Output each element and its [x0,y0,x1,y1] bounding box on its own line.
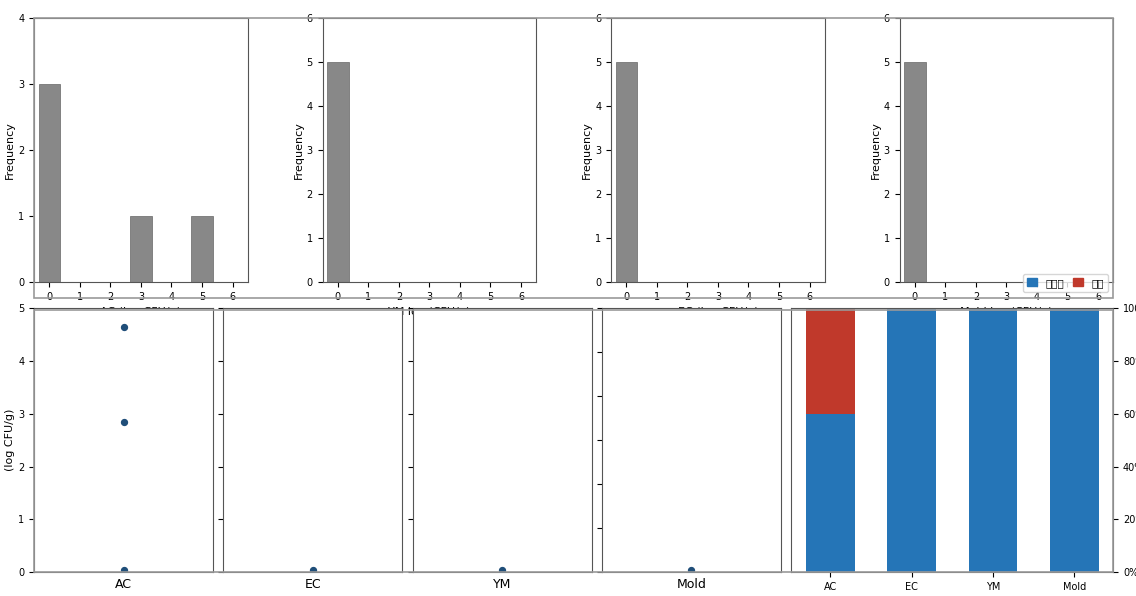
Bar [904,62,926,282]
Point [303,565,321,575]
X-axis label: AC (log CFU/g): AC (log CFU/g) [100,307,182,317]
Bar [327,62,349,282]
X-axis label: EC: EC [304,578,321,591]
Bar [131,216,151,282]
Bar [805,308,854,414]
X-axis label: Mold: Mold [676,578,707,591]
Bar [39,84,60,282]
X-axis label: YM: YM [493,578,511,591]
Y-axis label: Frequency: Frequency [6,121,15,179]
Bar [805,414,854,572]
Bar [1050,308,1099,572]
Y-axis label: Frequency: Frequency [294,121,303,179]
Point [683,565,701,575]
Bar [616,62,637,282]
Y-axis label: Frequency: Frequency [871,121,880,179]
X-axis label: AC: AC [115,578,132,591]
Legend: 비검출, 검출: 비검출, 검출 [1022,274,1108,292]
Bar [887,308,936,572]
Bar [191,216,212,282]
X-axis label: EC (log CFU/g): EC (log CFU/g) [677,307,758,317]
X-axis label: YM log (CFU/g): YM log (CFU/g) [389,307,470,317]
X-axis label: Mold log (CFU/g): Mold log (CFU/g) [960,307,1053,317]
Y-axis label: (log CFU/g): (log CFU/g) [6,409,15,471]
Bar [969,308,1018,572]
Point [115,322,133,331]
Point [493,565,511,575]
Point [115,417,133,427]
Y-axis label: Frequency: Frequency [583,121,592,179]
Point [115,565,133,575]
